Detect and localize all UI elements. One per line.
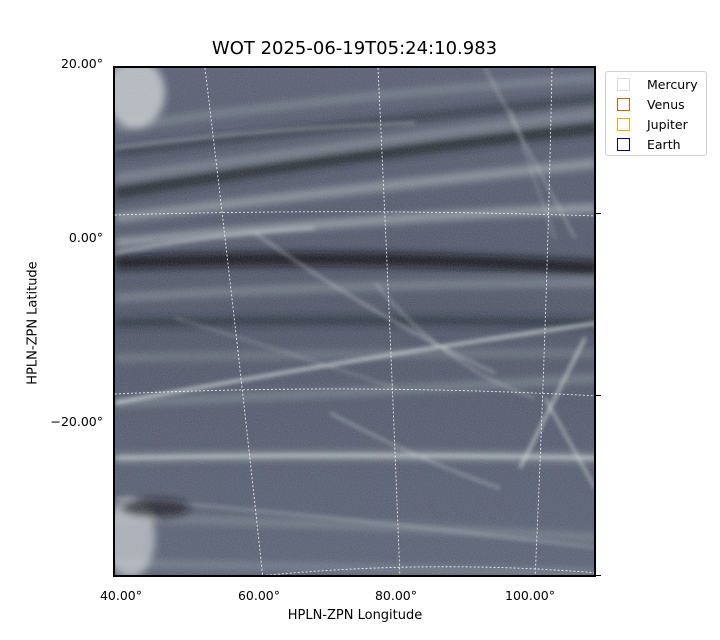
- y-axis-title: HPLN-ZPN Latitude: [25, 261, 41, 385]
- legend-swatch: [617, 77, 630, 91]
- xtick-label: 100.00°: [505, 588, 555, 603]
- ytick-label: 20.00°: [60, 56, 103, 71]
- legend-item-mercury: Mercury: [617, 76, 698, 92]
- legend-label: Jupiter: [647, 116, 688, 132]
- legend-item-earth: Earth: [617, 136, 681, 152]
- x-axis-title: HPLN-ZPN Longitude: [287, 608, 423, 623]
- legend-item-jupiter: Jupiter: [617, 116, 688, 132]
- legend-swatch: [617, 97, 630, 111]
- legend-item-venus: Venus: [617, 96, 685, 112]
- wispr-image-canvas: [115, 68, 594, 575]
- ytick-label: 0.00°: [68, 230, 103, 245]
- coordinate-grid: [115, 68, 594, 575]
- xtick-label: 40.00°: [99, 588, 143, 603]
- legend-label: Mercury: [647, 76, 698, 92]
- legend-swatch: [617, 137, 630, 151]
- xtick-label: 60.00°: [237, 588, 281, 603]
- legend: Mercury Venus Jupiter Earth: [605, 71, 707, 156]
- ytick-label: −20.00°: [50, 414, 103, 429]
- tick-mark: [596, 395, 601, 396]
- xtick-label: 80.00°: [374, 588, 418, 603]
- plot-title: WOT 2025-06-19T05:24:10.983: [211, 38, 498, 59]
- legend-label: Earth: [647, 136, 681, 152]
- tick-mark: [596, 575, 601, 576]
- legend-label: Venus: [647, 96, 685, 112]
- heliospheric-image: [113, 66, 596, 577]
- tick-mark: [596, 213, 601, 214]
- legend-swatch: [617, 117, 630, 131]
